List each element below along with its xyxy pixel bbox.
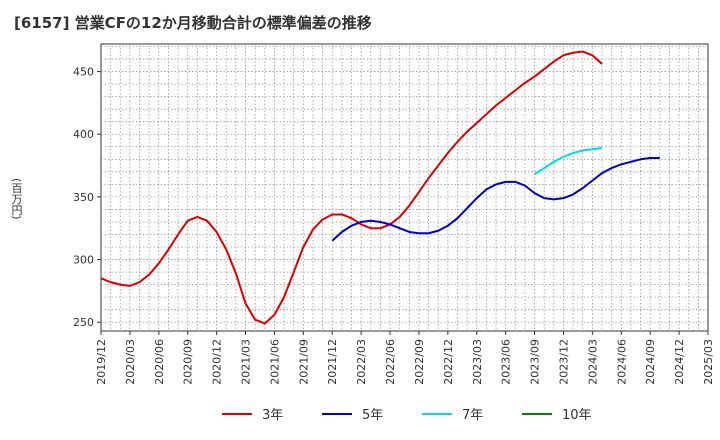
x-tick-label: 2021/03 (240, 339, 253, 385)
x-tick-label: 2024/03 (586, 339, 599, 385)
legend: 3年 5年 7年 10年 (222, 404, 622, 423)
x-tick-label: 2024/09 (644, 339, 657, 385)
x-tick-label: 2022/06 (384, 339, 397, 385)
legend-item-10y: 10年 (522, 404, 622, 423)
x-tick-label: 2022/03 (355, 339, 368, 385)
series-line-5年 (331, 157, 660, 242)
legend-label-7y: 7年 (462, 408, 484, 423)
legend-label-5y: 5年 (362, 408, 384, 423)
x-tick-label: 2023/09 (529, 339, 542, 385)
x-tick-label: 2022/09 (413, 339, 426, 385)
chart-title: [6157] 営業CFの12か月移動合計の標準偏差の推移 (14, 14, 372, 32)
x-tick-label: 2022/12 (442, 339, 455, 385)
y-axis-unit-label: (百万円) (10, 178, 23, 220)
legend-label-3y: 3年 (262, 408, 284, 423)
x-tick-label: 2019/12 (95, 339, 108, 385)
x-tick-label: 2023/06 (500, 339, 513, 385)
x-tick-label: 2021/06 (268, 339, 281, 385)
x-axis-ticks: 2019/12 2020/03 2020/06 2020/09 2020/12 2021/… (95, 331, 715, 385)
x-tick-label: 2021/09 (297, 339, 310, 385)
x-tick-label: 2020/09 (182, 339, 195, 385)
legend-item-7y: 7年 (422, 404, 522, 423)
series-line-7年 (534, 147, 603, 176)
x-tick-label: 2020/03 (124, 339, 137, 385)
y-tick-label: 450 (73, 66, 94, 79)
legend-swatch-7y (422, 412, 452, 415)
legend-swatch-5y (322, 412, 352, 415)
series-line-3年 (100, 50, 603, 325)
legend-item-3y: 3年 (222, 404, 322, 423)
x-tick-label: 2020/12 (211, 339, 224, 385)
legend-swatch-10y (522, 412, 552, 415)
x-tick-label: 2025/03 (702, 339, 715, 385)
x-tick-label: 2021/12 (326, 339, 339, 385)
legend-label-10y: 10年 (562, 408, 592, 423)
x-tick-label: 2023/03 (471, 339, 484, 385)
y-tick-label: 350 (73, 191, 94, 204)
x-tick-label: 2024/06 (615, 339, 628, 385)
y-tick-label: 400 (73, 128, 94, 141)
y-tick-label: 300 (73, 254, 94, 267)
x-tick-label: 2020/06 (153, 339, 166, 385)
legend-item-5y: 5年 (322, 404, 422, 423)
series-lines (100, 50, 660, 325)
x-tick-label: 2023/12 (557, 339, 570, 385)
x-tick-label: 2024/12 (673, 339, 686, 385)
grid-lines (101, 44, 708, 331)
legend-swatch-3y (222, 412, 252, 415)
y-axis-ticks: 250 300 350 400 450 (73, 66, 101, 329)
plot-area (100, 43, 709, 332)
y-tick-label: 250 (73, 316, 94, 329)
